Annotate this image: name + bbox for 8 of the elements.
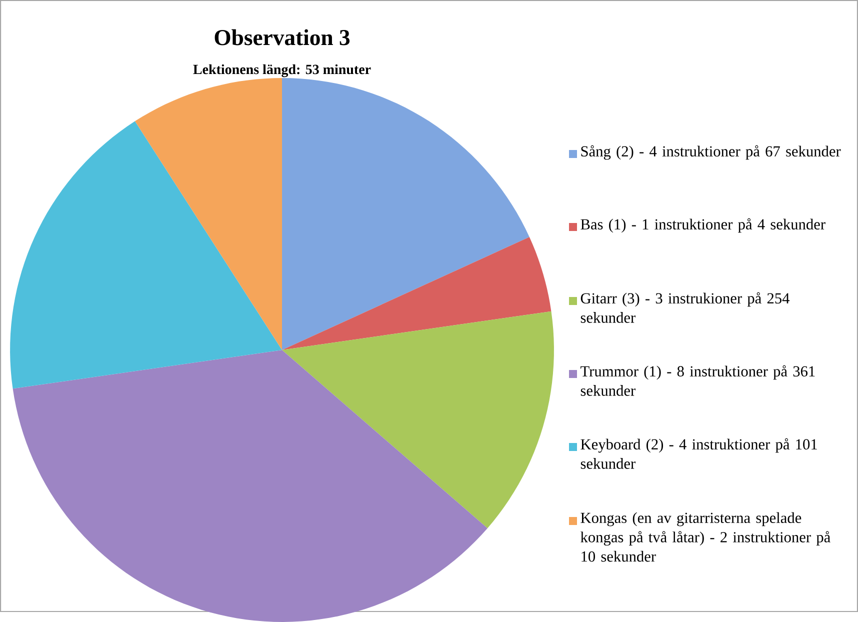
- legend-label: Keyboard (2) - 4 instruktioner på 101 sekunder: [580, 438, 817, 469]
- legend-label: Bas (1) - 1 instruktioner på 4 sekunder: [580, 218, 826, 233]
- legend-label: Trummor (1) - 8 instruktioner på 361 sekunder: [580, 365, 815, 396]
- legend-label: Sång (2) - 4 instruktioner på 67 sekunder: [581, 145, 841, 160]
- chart-title: Observation 3: [214, 29, 350, 46]
- legend-label: Kongas (en av gitarristerna spelade kongas på två låtar) - 2 instruktioner på 10 sekunder: [580, 512, 830, 562]
- legend-label: Gitarr (3) - 3 instrukioner på 254 sekunder: [580, 292, 790, 323]
- chart-subtitle: Lektionens längd: 53 minuter: [193, 64, 371, 78]
